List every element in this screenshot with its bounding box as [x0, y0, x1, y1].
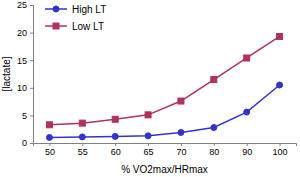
series-marker: [244, 109, 250, 115]
x-tick-label: 60: [111, 147, 121, 157]
x-tick-mark: [148, 143, 149, 146]
series-marker: [178, 130, 184, 136]
series-marker: [46, 122, 52, 128]
x-axis-title: % VO2max/HRmax: [121, 164, 208, 175]
x-tick-mark: [214, 143, 215, 146]
x-tick-label: 70: [176, 147, 186, 157]
series-marker: [79, 120, 85, 126]
y-tick-mark: [30, 143, 33, 144]
series-marker: [277, 82, 283, 88]
x-tick-label: 80: [209, 147, 219, 157]
series-marker: [211, 125, 217, 131]
series-marker: [145, 112, 151, 118]
y-tick-mark: [30, 60, 33, 61]
y-axis: 0 5 10 15 20 25: [17, 0, 34, 148]
y-axis-title: [lactate]: [1, 56, 12, 91]
series-line: [49, 36, 279, 124]
x-tick-mark: [82, 143, 83, 146]
y-tick-mark: [30, 33, 33, 34]
x-tick-mark: [247, 143, 248, 146]
x-tick-mark: [49, 143, 50, 146]
x-tick-mark: [115, 143, 116, 146]
y-tick: 5: [22, 111, 33, 121]
series-marker: [112, 133, 118, 139]
x-tick-label: 65: [144, 147, 154, 157]
series-line: [49, 85, 279, 137]
y-tick: 0: [22, 138, 33, 148]
chart: 0 5 10 15 20 25 50 55 60 65 70 80 90 100 High LT Low LT…: [0, 0, 300, 177]
legend-label: Low LT: [72, 21, 104, 32]
y-tick-label: 25: [17, 0, 27, 10]
x-tick-label: 50: [45, 147, 55, 157]
series-group: [46, 33, 282, 140]
y-tick: 15: [17, 56, 33, 66]
y-tick-label: 10: [17, 83, 27, 93]
x-tick: 50: [45, 143, 55, 157]
y-tick-label: 0: [22, 138, 27, 148]
x-tick: 80: [209, 143, 219, 157]
series-marker: [79, 134, 85, 140]
y-tick: 25: [17, 0, 33, 10]
x-tick-label: 100: [273, 147, 288, 157]
series-marker: [211, 77, 217, 83]
series-marker: [244, 55, 250, 61]
x-tick: 90: [242, 143, 252, 157]
y-tick-label: 20: [17, 28, 27, 38]
series-marker: [277, 33, 283, 39]
x-tick: 60: [111, 143, 121, 157]
legend-swatch-marker: [53, 6, 59, 12]
legend-item: High LT: [45, 4, 106, 15]
legend-swatch-marker: [53, 23, 59, 29]
y-tick-label: 15: [17, 56, 27, 66]
y-tick-mark: [30, 5, 33, 6]
y-tick-mark: [30, 115, 33, 116]
legend: High LT Low LT: [45, 4, 106, 32]
x-tick-mark: [280, 143, 281, 146]
series-marker: [145, 133, 151, 139]
x-axis-line: [34, 144, 297, 147]
x-tick-label: 90: [242, 147, 252, 157]
plot: 0 5 10 15 20 25 50 55 60 65 70 80 90 100 High LT Low LT: [17, 0, 297, 157]
y-tick-mark: [30, 88, 33, 89]
series-marker: [112, 116, 118, 122]
legend-label: High LT: [72, 4, 106, 15]
x-axis: 50 55 60 65 70 80 90 100: [34, 143, 297, 157]
x-tick-label: 55: [78, 147, 88, 157]
x-tick: 55: [78, 143, 88, 157]
y-tick: 20: [17, 28, 33, 38]
legend-item: Low LT: [45, 21, 104, 32]
series-marker: [46, 134, 52, 140]
x-tick: 100: [273, 143, 288, 157]
y-axis-line: [30, 6, 34, 144]
y-tick: 10: [17, 83, 33, 93]
x-tick: 70: [176, 143, 186, 157]
x-tick: 65: [144, 143, 154, 157]
y-tick-label: 5: [22, 111, 27, 121]
series-marker: [178, 98, 184, 104]
x-tick-mark: [181, 143, 182, 146]
